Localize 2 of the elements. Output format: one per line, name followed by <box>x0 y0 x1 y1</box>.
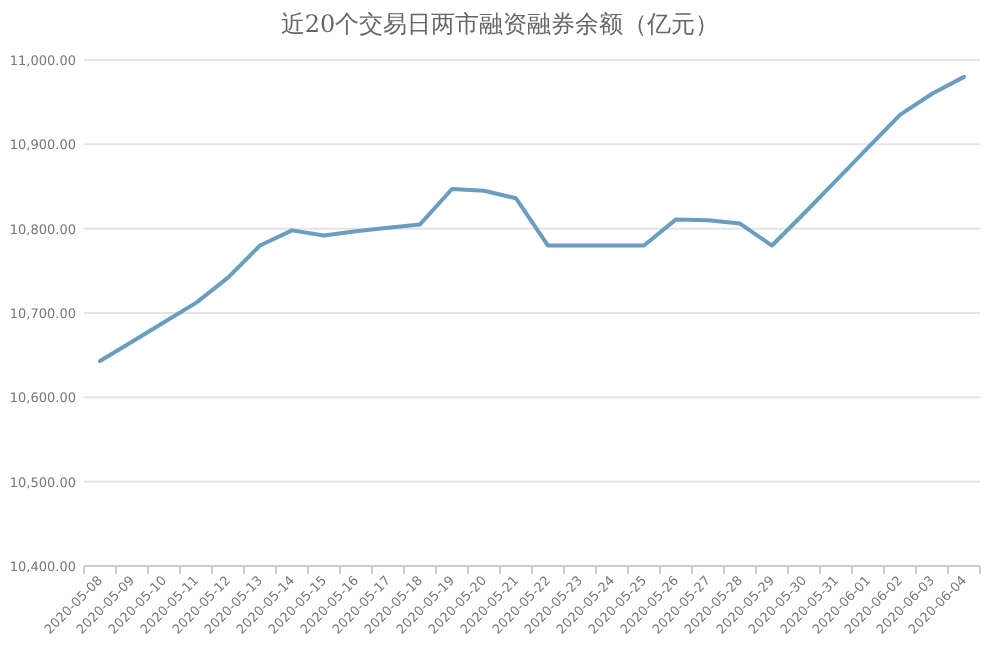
chart-title: 近20个交易日两市融资融券余额（亿元） <box>280 10 720 38</box>
line-series <box>98 74 966 364</box>
